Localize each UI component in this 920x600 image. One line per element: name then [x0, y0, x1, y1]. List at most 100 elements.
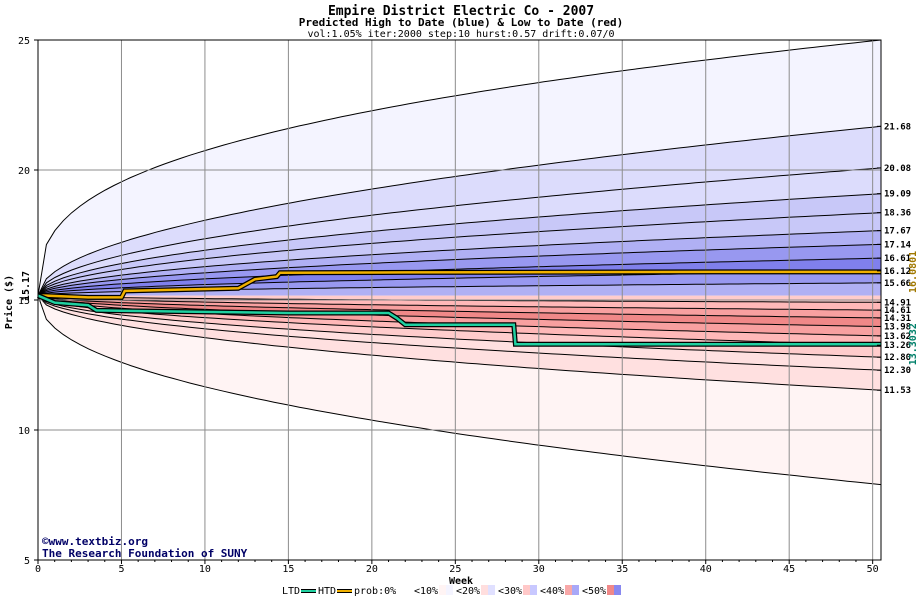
legend-label: LTD: [282, 586, 300, 597]
htd-line: [38, 270, 881, 299]
band-boundary-11: [37, 295, 882, 391]
legend-label: <30%: [498, 586, 522, 597]
x-tick-label: 45: [783, 564, 795, 575]
ltd-line: [37, 294, 881, 346]
right-value-label: 14.91: [884, 298, 911, 308]
credit-website: ©www.textbiz.org: [42, 535, 148, 548]
right-value-label: 13.98: [884, 323, 911, 333]
start-price-label: 15.17: [21, 271, 32, 301]
x-axis-label: Week: [449, 576, 473, 587]
low-band-1: [38, 295, 881, 391]
high-band-4: [38, 212, 881, 296]
y-tick-label: 10: [18, 426, 30, 437]
grid-lines: [38, 40, 881, 560]
credit-organization: The Research Foundation of SUNY: [42, 547, 248, 560]
right-value-label: 14.61: [884, 306, 911, 316]
band-boundary-4: [37, 212, 882, 296]
legend-box-high: [572, 585, 579, 595]
legend-box-low: [607, 585, 614, 595]
band-boundary-17: [37, 295, 882, 319]
y-axis-label: Price ($): [3, 275, 15, 329]
y-tick-label: 25: [18, 36, 30, 47]
right-value-label: 13.62: [884, 332, 911, 342]
chart-legend: LTD HTD prob:0% <10% <20% <30% <40% <50%: [282, 585, 621, 597]
legend-label: <20%: [456, 586, 480, 597]
low-band-5: [38, 295, 881, 336]
legend-label: HTD: [318, 586, 336, 597]
high-band-8: [38, 270, 881, 296]
legend-box-low: [523, 585, 530, 595]
legend-label: <40%: [540, 586, 564, 597]
y-tick-label: 5: [24, 556, 30, 567]
right-value-label: 16.61: [884, 254, 911, 264]
legend-label: prob:0%: [354, 586, 396, 597]
legend-box-low: [565, 585, 572, 595]
probability-bands: [37, 39, 882, 486]
low-band-6: [38, 295, 881, 327]
right-value-labels: 21.68 20.08 19.09 18.36 17.67 17.14 16.61 16.12…: [877, 122, 919, 396]
right-value-label: 21.68: [884, 122, 911, 132]
chart-params: vol:1.05% iter:2000 step:10 hurst:0.57 d…: [307, 29, 614, 40]
legend-item: HTD: [318, 586, 352, 597]
high-band-5: [38, 230, 881, 296]
x-tick-label: 20: [366, 564, 378, 575]
legend-item: <40%: [540, 585, 579, 597]
x-tick-label: 15: [282, 564, 294, 575]
legend-item: <50%: [582, 585, 621, 597]
right-value-label: 15.66: [884, 279, 911, 289]
high-band-0: [38, 40, 881, 296]
legend-box-low: [481, 585, 488, 595]
high-band-6: [38, 244, 881, 296]
band-boundary-12: [37, 295, 882, 371]
low-band-7: [38, 295, 881, 318]
chart-title: Empire District Electric Co - 2007: [328, 4, 594, 19]
right-value-label: 16.12: [884, 267, 911, 277]
legend-item: <10%: [414, 585, 453, 597]
right-value-label: 12.30: [884, 366, 911, 376]
high-band-3: [38, 193, 881, 296]
x-tick-label: 50: [867, 564, 879, 575]
band-boundary-3: [37, 193, 882, 296]
right-value-label: 18.36: [884, 209, 911, 219]
high-band-1: [38, 126, 881, 296]
right-value-label: 17.67: [884, 227, 911, 237]
legend-box-high: [614, 585, 621, 595]
x-tick-label: 25: [449, 564, 461, 575]
right-value-label: 17.14: [884, 240, 912, 250]
right-value-label: 14.31: [884, 314, 911, 324]
right-value-label: 12.80: [884, 353, 911, 363]
x-tick-label: 30: [533, 564, 545, 575]
high-band-2: [38, 167, 881, 296]
legend-item: LTD: [282, 586, 316, 597]
band-boundary-7: [37, 257, 882, 297]
htd-final-value: 16.0801: [908, 251, 919, 293]
band-boundary-5: [37, 230, 882, 296]
high-band-7: [38, 258, 881, 296]
band-boundary-16: [37, 295, 882, 327]
x-tick-label: 0: [35, 564, 41, 575]
band-boundary-0: [37, 39, 882, 296]
x-tick-label: 40: [700, 564, 712, 575]
legend-item: <30%: [498, 585, 537, 597]
band-boundary-18: [37, 295, 881, 311]
right-value-label: 20.08: [884, 164, 911, 174]
low-band-9: [38, 295, 881, 303]
legend-box-high: [446, 585, 453, 595]
chart-subtitle: Predicted High to Date (blue) & Low to D…: [299, 16, 624, 29]
right-value-label: 11.53: [884, 386, 911, 396]
low-band-0: [38, 295, 881, 485]
legend-box-high: [404, 585, 411, 595]
band-boundary-2: [37, 167, 882, 296]
legend-box-low: [397, 585, 404, 595]
series-lines: [37, 269, 881, 347]
legend-box-high: [488, 585, 495, 595]
y-tick-label: 20: [18, 166, 30, 177]
y-tick-label: 15: [18, 296, 30, 307]
band-boundary-10: [37, 295, 882, 486]
legend-box-low: [439, 585, 446, 595]
ltd-final-value: 13.3032: [908, 323, 919, 365]
band-boundary-14: [37, 295, 882, 346]
band-boundary-6: [37, 243, 882, 297]
